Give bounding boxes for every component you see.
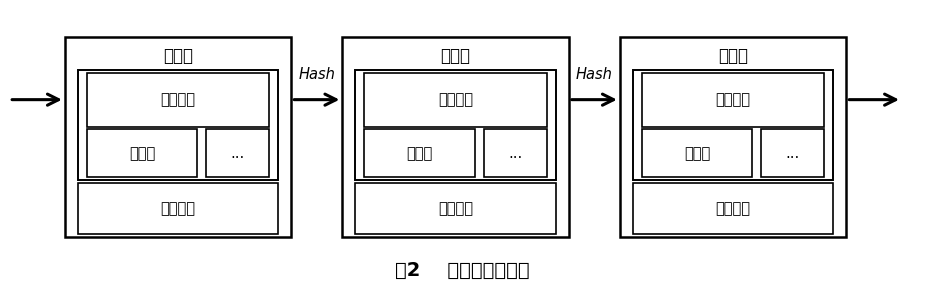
Text: 时间戳: 时间戳 xyxy=(684,146,710,161)
Bar xyxy=(642,129,752,177)
Text: 交易信息: 交易信息 xyxy=(161,201,195,216)
Bar xyxy=(364,73,547,127)
Bar xyxy=(633,183,833,234)
Bar xyxy=(364,129,475,177)
Text: 区块头: 区块头 xyxy=(718,46,748,65)
Text: 区块头: 区块头 xyxy=(440,46,471,65)
Text: 前一哈希: 前一哈希 xyxy=(161,92,195,107)
Bar xyxy=(355,70,556,180)
Text: ...: ... xyxy=(230,146,245,161)
Bar xyxy=(620,37,846,237)
Text: 前一哈希: 前一哈希 xyxy=(438,92,473,107)
Bar xyxy=(342,37,569,237)
Bar xyxy=(206,129,269,177)
Text: 前一哈希: 前一哈希 xyxy=(716,92,750,107)
Text: Hash: Hash xyxy=(299,66,335,82)
Bar xyxy=(355,183,556,234)
Bar xyxy=(642,73,824,127)
Text: ...: ... xyxy=(785,146,800,161)
Text: 时间戳: 时间戳 xyxy=(406,146,433,161)
Text: 交易信息: 交易信息 xyxy=(438,201,473,216)
Text: 区块头: 区块头 xyxy=(163,46,193,65)
Text: Hash: Hash xyxy=(576,66,612,82)
Bar xyxy=(761,129,824,177)
Text: 图2    区块链接示意图: 图2 区块链接示意图 xyxy=(395,261,530,280)
Text: ...: ... xyxy=(508,146,523,161)
Bar xyxy=(78,70,278,180)
Bar xyxy=(633,70,833,180)
Bar xyxy=(78,183,278,234)
Text: 交易信息: 交易信息 xyxy=(716,201,750,216)
Bar xyxy=(484,129,547,177)
Text: 时间戳: 时间戳 xyxy=(129,146,155,161)
Bar xyxy=(87,73,269,127)
Bar xyxy=(65,37,291,237)
Bar xyxy=(87,129,197,177)
